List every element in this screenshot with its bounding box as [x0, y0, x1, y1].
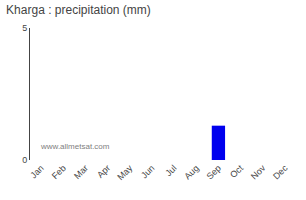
- svg-text:Feb: Feb: [50, 163, 68, 181]
- svg-text:Mar: Mar: [72, 163, 90, 181]
- svg-text:Apr: Apr: [95, 163, 112, 180]
- svg-text:May: May: [115, 163, 134, 182]
- svg-text:Jun: Jun: [139, 163, 156, 180]
- svg-text:0: 0: [22, 155, 27, 165]
- svg-text:Nov: Nov: [249, 163, 268, 182]
- svg-text:5: 5: [22, 23, 27, 33]
- svg-text:Dec: Dec: [271, 163, 290, 182]
- svg-text:Jul: Jul: [163, 163, 178, 178]
- svg-text:Jan: Jan: [28, 163, 45, 180]
- svg-text:Kharga : precipitation (mm): Kharga : precipitation (mm): [6, 3, 151, 17]
- svg-text:Sep: Sep: [205, 163, 223, 181]
- svg-text:Aug: Aug: [182, 163, 200, 181]
- svg-text:www.allmetsat.com: www.allmetsat.com: [40, 142, 110, 151]
- svg-text:Oct: Oct: [228, 163, 245, 180]
